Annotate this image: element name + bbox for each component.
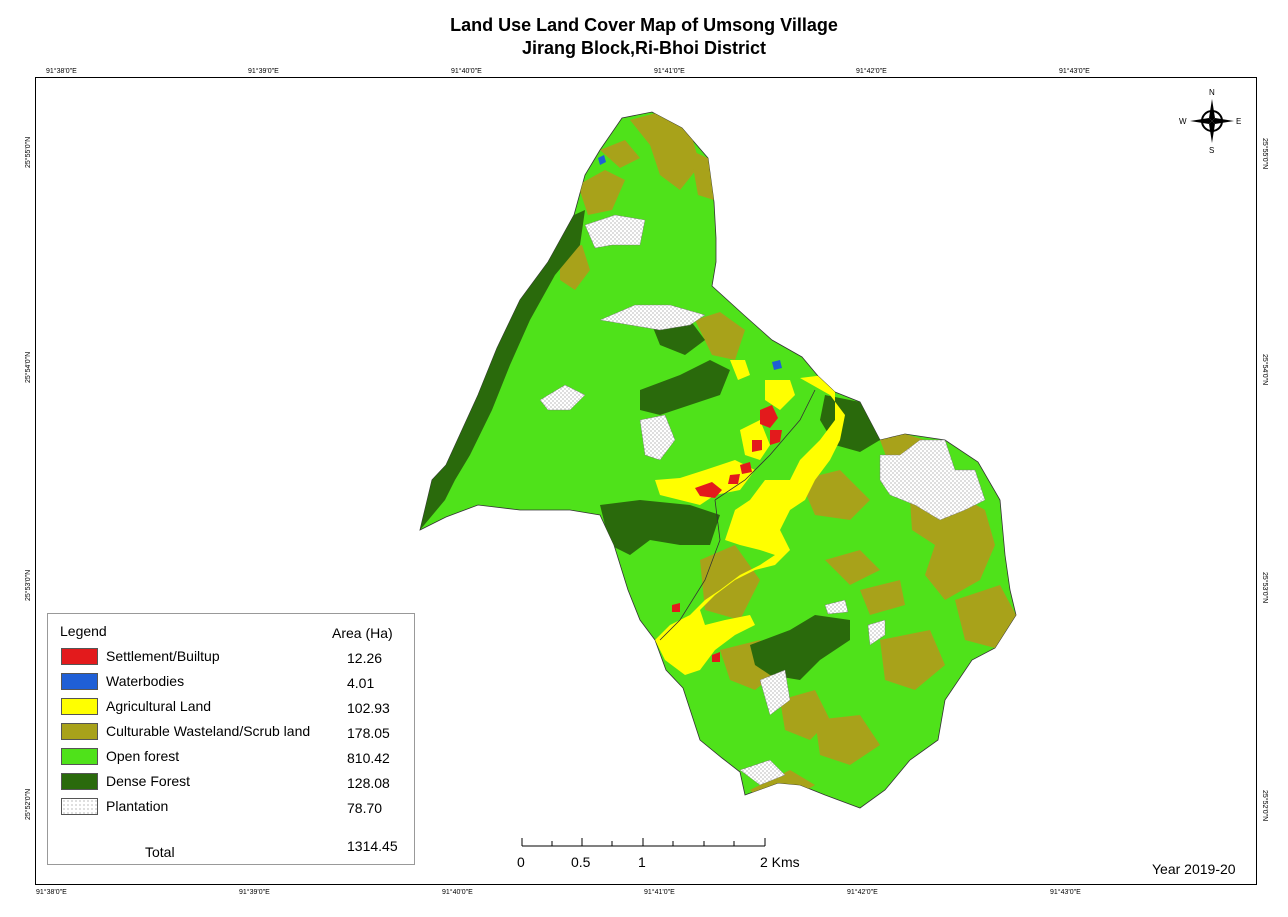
scale-label-0: 0 [517, 854, 525, 870]
waterbodies [598, 155, 782, 370]
settlement-builtup [672, 405, 782, 662]
legend-swatch-plantation [61, 798, 98, 815]
legend-label: Culturable Wasteland/Scrub land [106, 723, 311, 739]
legend-item-dense-forest: Dense Forest 128.08 [48, 771, 414, 795]
legend-swatch [61, 648, 98, 665]
legend-item-scrub-land: Culturable Wasteland/Scrub land 178.05 [48, 721, 414, 745]
legend-area: 12.26 [347, 650, 383, 666]
map-frame [35, 77, 1257, 885]
map-subtitle: Jirang Block,Ri-Bhoi District [521, 38, 767, 58]
legend-label: Dense Forest [106, 773, 191, 789]
legend-item-agricultural: Agricultural Land 102.93 [48, 696, 414, 720]
legend-swatch [61, 673, 98, 690]
legend-area: 78.70 [347, 800, 383, 816]
legend-item-waterbodies: Waterbodies 4.01 [48, 671, 414, 695]
compass-east: E [1236, 117, 1241, 126]
grid-label-bottom-1: 91°38'0"E [36, 889, 67, 896]
grid-label-top-2: 91°39'0"E [248, 68, 279, 75]
legend-area-heading: Area (Ha) [332, 625, 393, 641]
legend-label: Agricultural Land [106, 698, 212, 714]
legend-label: Waterbodies [106, 673, 185, 689]
legend-label: Open forest [106, 748, 180, 764]
grid-label-bottom-6: 91°43'0"E [1050, 889, 1081, 896]
grid-label-top-3: 91°40'0"E [451, 68, 482, 75]
plantation-patches [539, 214, 986, 786]
legend-item-plantation: Plantation 78.70 [48, 796, 414, 820]
grid-label-bottom-5: 91°42'0"E [847, 889, 878, 896]
grid-label-bottom-3: 91°40'0"E [442, 889, 473, 896]
legend-total-label: Total [145, 844, 175, 860]
legend-area: 102.93 [347, 700, 390, 716]
legend-swatch [61, 698, 98, 715]
legend-swatch [61, 773, 98, 790]
legend-label: Plantation [106, 798, 169, 814]
compass-north: N [1209, 88, 1215, 97]
grid-label-top-4: 91°41'0"E [654, 68, 685, 75]
legend-swatch [61, 723, 98, 740]
legend-total-value: 1314.45 [347, 838, 398, 854]
legend-area: 4.01 [347, 675, 375, 691]
map-year: Year 2019-20 [1152, 861, 1236, 877]
legend-area: 810.42 [347, 750, 390, 766]
grid-label-bottom-2: 91°39'0"E [239, 889, 270, 896]
map-title: Land Use Land Cover Map of Umsong Villag… [450, 15, 838, 35]
compass-west: W [1179, 117, 1187, 126]
compass-south: S [1209, 146, 1214, 155]
legend-label: Settlement/Builtup [106, 648, 220, 664]
scale-label-half: 0.5 [571, 854, 591, 870]
legend-swatch [61, 748, 98, 765]
grid-label-bottom-4: 91°41'0"E [644, 889, 675, 896]
scrub-land-patches [560, 112, 1016, 800]
legend-panel: Legend Area (Ha) Settlement/Builtup 12.2… [47, 613, 415, 865]
grid-label-top-5: 91°42'0"E [856, 68, 887, 75]
north-arrow-icon: N S E W [1179, 88, 1241, 155]
scale-label-2: 2 Kms [760, 854, 800, 870]
scale-bar [521, 838, 766, 847]
legend-area: 178.05 [347, 725, 390, 741]
legend-heading: Legend [60, 623, 107, 639]
legend-item-open-forest: Open forest 810.42 [48, 746, 414, 770]
scale-label-1: 1 [638, 854, 646, 870]
legend-item-settlement: Settlement/Builtup 12.26 [48, 646, 414, 670]
grid-label-top-6: 91°43'0"E [1059, 68, 1090, 75]
legend-area: 128.08 [347, 775, 390, 791]
grid-label-top-1: 91°38'0"E [46, 68, 77, 75]
